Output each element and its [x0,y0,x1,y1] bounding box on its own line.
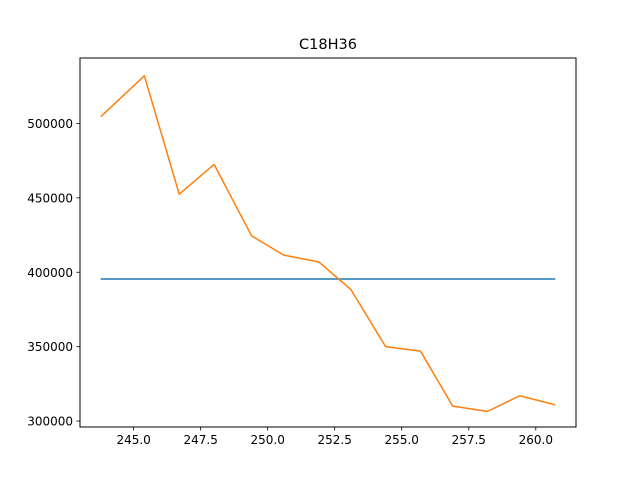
x-tick-label: 257.5 [452,433,486,447]
chart-title: C18H36 [299,37,357,53]
y-tick-label: 300000 [27,415,73,429]
y-tick-label: 450000 [27,191,73,205]
y-axis: 300000 350000 400000 450000 500000 [27,117,80,429]
x-tick-label: 245.0 [116,433,150,447]
x-axis: 245.0 247.5 250.0 252.5 255.0 257.5 260.0 [116,427,553,447]
y-tick-label: 400000 [27,266,73,280]
x-tick-label: 252.5 [318,433,352,447]
series-lines [100,75,556,413]
y-tick-label: 350000 [27,340,73,354]
x-tick-label: 247.5 [183,433,217,447]
plot-area [79,57,577,428]
y-tick-label: 500000 [27,117,73,131]
x-tick-label: 255.0 [385,433,419,447]
x-tick-label: 260.0 [519,433,553,447]
x-tick-label: 250.0 [250,433,284,447]
series-line-2 [100,75,556,413]
